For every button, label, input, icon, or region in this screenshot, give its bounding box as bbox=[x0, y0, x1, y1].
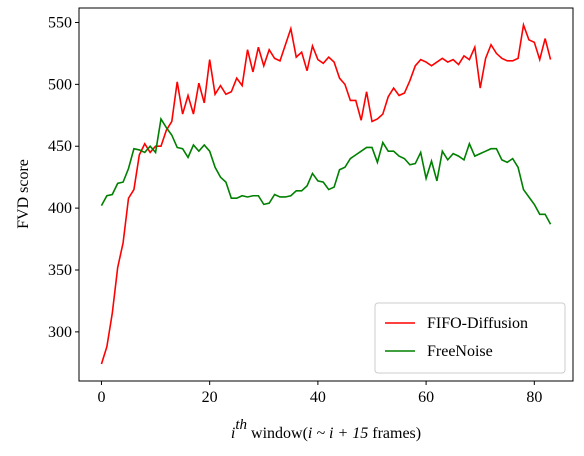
x-label-part: i ~ i + 15 bbox=[308, 425, 368, 442]
x-tick-label: 40 bbox=[310, 389, 326, 406]
x-tick-label: 20 bbox=[202, 389, 218, 406]
x-label-part: window( bbox=[247, 425, 308, 442]
series-line bbox=[100, 116, 552, 225]
y-tick-label: 450 bbox=[48, 138, 72, 155]
y-tick-label: 550 bbox=[48, 14, 72, 31]
x-label-part: frames) bbox=[368, 425, 421, 442]
x-axis-label: ith window(i ~ i + 15 frames) bbox=[231, 417, 421, 442]
x-tick-label: 60 bbox=[418, 389, 434, 406]
y-tick-label: 300 bbox=[48, 324, 72, 341]
y-tick-label: 400 bbox=[48, 200, 72, 217]
x-tick-label: 0 bbox=[97, 389, 105, 406]
y-axis-label: FVD score bbox=[15, 159, 32, 229]
y-tick-label: 350 bbox=[48, 262, 72, 279]
x-label-part: th bbox=[235, 417, 247, 433]
series-line bbox=[100, 21, 552, 365]
legend-label: FreeNoise bbox=[427, 343, 493, 360]
x-tick-label: 80 bbox=[526, 389, 542, 406]
x-label-part: i bbox=[231, 425, 235, 442]
y-tick-label: 500 bbox=[48, 76, 72, 93]
legend-label: FIFO-Diffusion bbox=[427, 315, 528, 332]
plot-frame bbox=[78, 7, 574, 382]
legend-box bbox=[374, 302, 566, 374]
